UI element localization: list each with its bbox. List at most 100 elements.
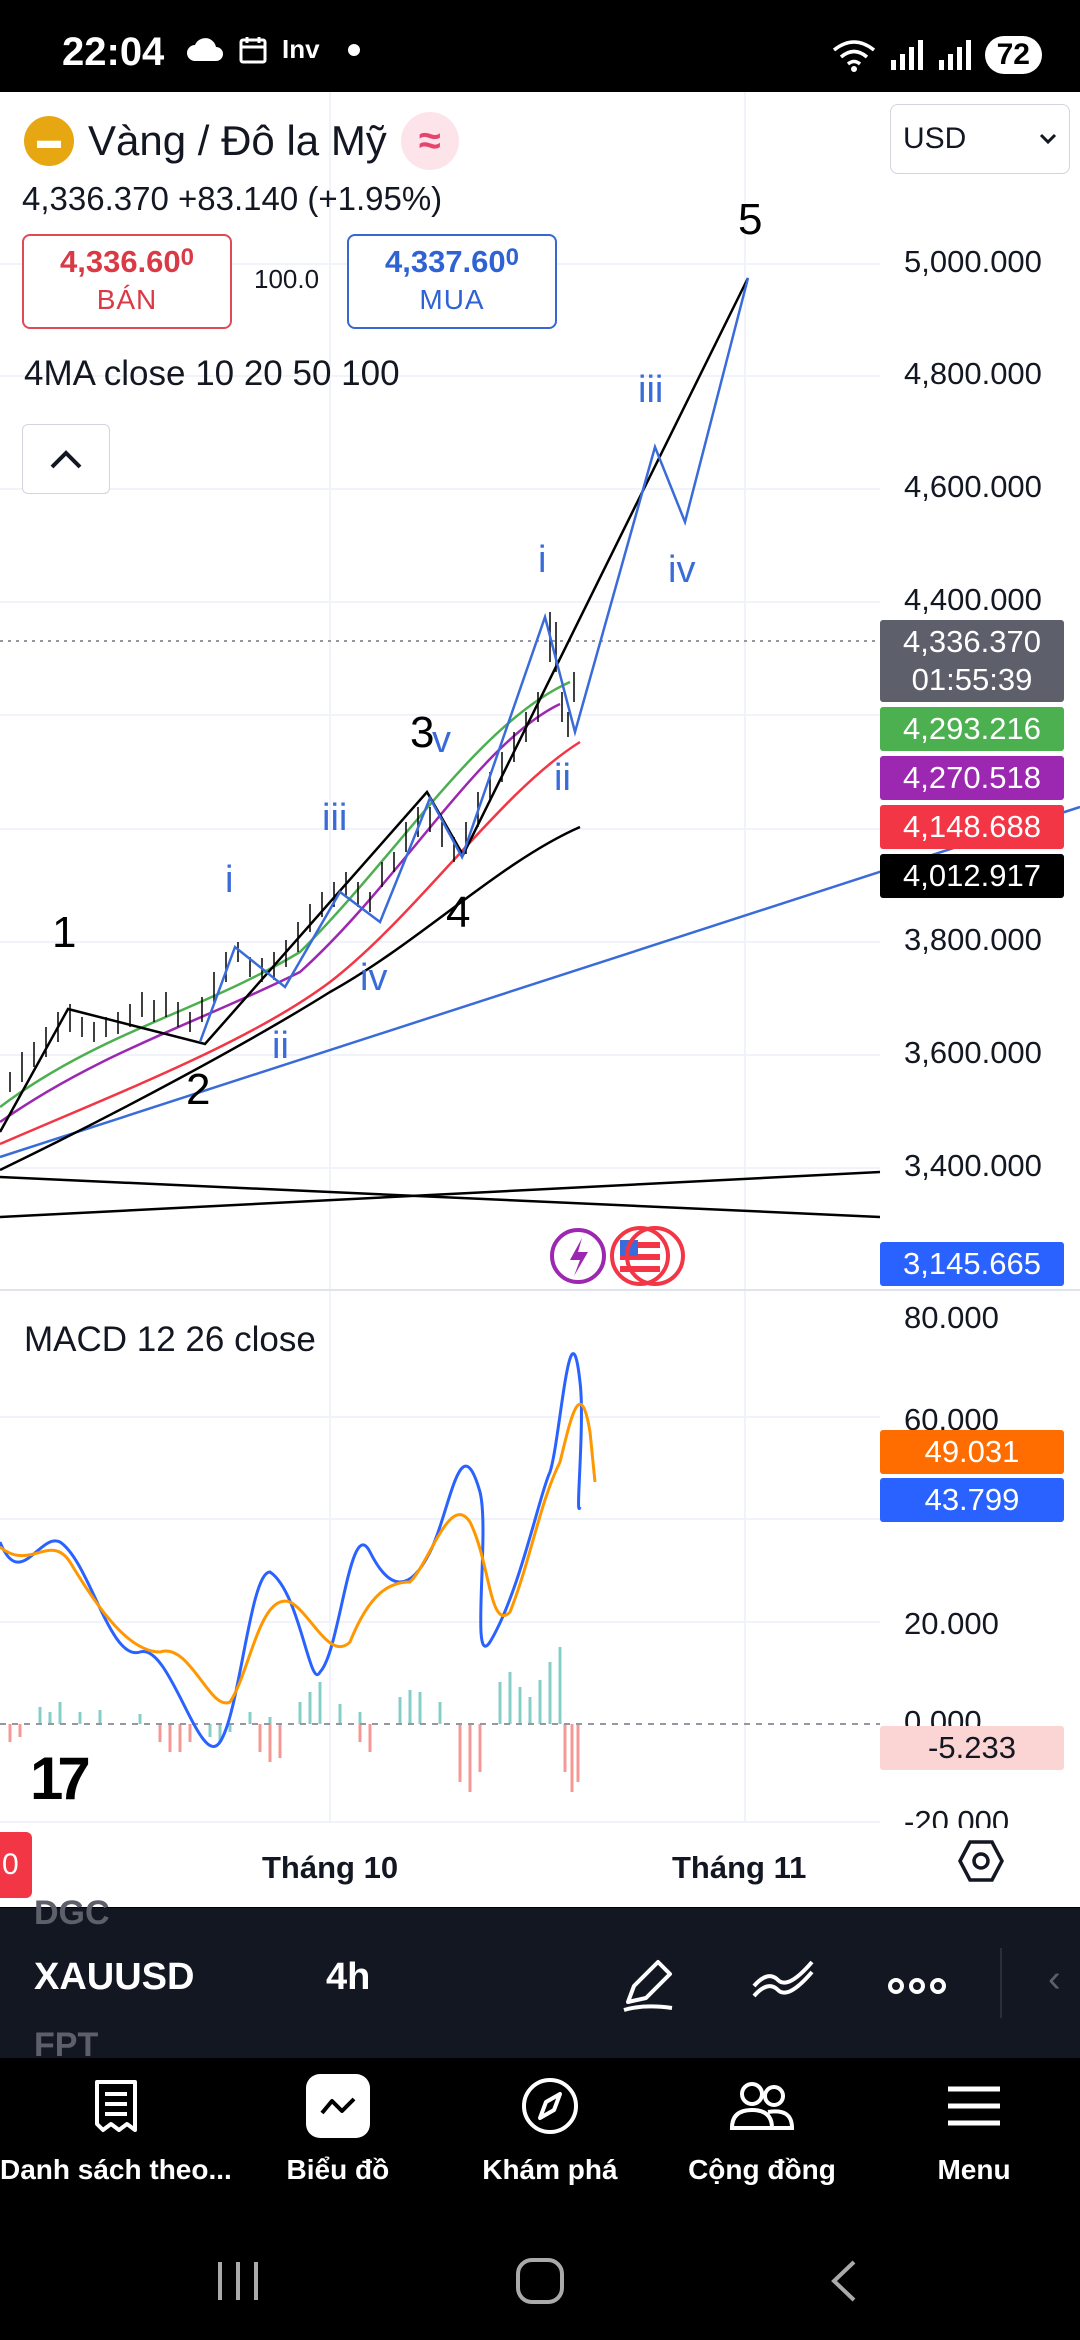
wave-label-4: 4 <box>446 888 470 937</box>
red-price-tab[interactable]: 0 <box>0 1832 32 1898</box>
sub-wave-iii: iii <box>322 797 347 839</box>
main-wave-path[interactable] <box>0 277 750 1133</box>
time-axis-label: Tháng 10 <box>262 1850 399 1885</box>
wave-labels[interactable]: 1 2 3 4 5 i ii iii iv v i ii iii iv <box>52 195 762 1114</box>
price-axis-label: 3,400.000 <box>904 1148 1042 1183</box>
interval-selector[interactable]: 4h <box>326 1956 371 1998</box>
status-system-icons: 72 <box>831 36 1042 74</box>
ma-indicator-label[interactable]: 4MA close 10 20 50 100 <box>24 354 400 393</box>
status-carrier-label: Inv <box>282 34 320 64</box>
price-axis-label: 3,800.000 <box>904 922 1042 957</box>
current-price-tag: 4,336.370 01:55:39 <box>880 620 1064 702</box>
chart-icon <box>320 2097 356 2115</box>
nav-label: Cộng đồng <box>688 2154 836 2185</box>
sell-label: BÁN <box>96 284 158 315</box>
symbol-selector[interactable]: XAUUSD <box>34 1956 195 1998</box>
sell-button[interactable]: 4,336.600 BÁN <box>22 234 232 329</box>
ghost-symbol-top: DGC <box>34 1894 110 1932</box>
sub-wave-path[interactable] <box>198 277 750 1043</box>
chart-event-icons[interactable] <box>550 1226 685 1286</box>
signal-icon <box>890 40 923 70</box>
buy-price-small: 0 <box>505 244 520 271</box>
price-axis-label: 4,400.000 <box>904 582 1042 617</box>
currency-value: USD <box>903 122 967 155</box>
toolbar-divider <box>1000 1948 1002 2018</box>
chevron-down-icon <box>1039 133 1057 145</box>
macd-indicator-label[interactable]: MACD 12 26 close <box>24 1320 316 1359</box>
symbol-title[interactable]: Vàng / Đô la Mỹ <box>88 117 387 164</box>
nav-community[interactable]: Cộng đồng <box>656 2058 868 2218</box>
buy-label: MUA <box>419 284 485 315</box>
buy-button[interactable]: 4,337.600 MUA <box>347 234 557 329</box>
compass-icon <box>521 2078 578 2134</box>
sub-wave-i: i <box>225 859 233 901</box>
trendline-price-tag: 3,145.665 <box>880 1242 1064 1286</box>
price-axis-label: 4,600.000 <box>904 469 1042 504</box>
wave-label-3: 3 <box>410 708 434 757</box>
nav-label: Khám phá <box>482 2154 618 2185</box>
currency-select[interactable]: USD <box>890 104 1070 174</box>
sell-price-small: 0 <box>180 244 195 271</box>
macd-axis-label: 20.000 <box>904 1606 999 1641</box>
sub-wave-v: v <box>432 719 451 761</box>
price-axis-label: 4,800.000 <box>904 356 1042 391</box>
macd-histogram-tag: -5.233 <box>880 1726 1064 1770</box>
ma-50-tag: 4,148.688 <box>880 805 1064 849</box>
buy-price: 4,337.60 <box>384 244 506 279</box>
collapse-legend-button[interactable] <box>22 424 110 494</box>
more-options-icon[interactable] <box>882 1950 952 2020</box>
indicators-icon[interactable] <box>748 1950 818 2020</box>
watchlist-icon <box>94 2080 137 2132</box>
nav-menu[interactable]: Menu <box>868 2058 1080 2218</box>
ma-10-tag: 4,293.216 <box>880 707 1064 751</box>
status-notification-icons: Inv <box>186 34 360 65</box>
signal-icon-2 <box>938 40 971 70</box>
price-change: 4,336.370 +83.140 (+1.95%) <box>22 180 443 217</box>
sub-wave-b-iv: iv <box>668 549 695 591</box>
time-axis-label: Tháng 11 <box>672 1850 807 1885</box>
macd-axis-label: -20.000 <box>904 1804 1010 1828</box>
gold-bars-icon: ▬ <box>24 116 74 166</box>
spread-value: 100.0 <box>254 264 320 294</box>
price-candles <box>9 612 575 1092</box>
chart-toolbar: DGC XAUUSD 4h FPT ‹ <box>0 1894 1080 2064</box>
status-bar: 22:04 Inv 72 <box>0 0 1080 92</box>
system-navigation <box>0 2218 1080 2340</box>
battery-indicator: 72 <box>984 36 1042 74</box>
ma-100-tag: 4,012.917 <box>880 854 1064 898</box>
calendar-icon <box>239 36 267 63</box>
macd-signal-tag: 49.031 <box>880 1430 1064 1474</box>
nav-label: Menu <box>937 2154 1011 2185</box>
sub-wave-ii: ii <box>272 1025 289 1067</box>
community-icon <box>729 2082 794 2130</box>
home-icon[interactable] <box>512 2256 568 2306</box>
symbol-badge-icon[interactable]: ≈ <box>400 112 459 170</box>
back-icon[interactable] <box>816 2256 872 2306</box>
chart-grid <box>0 92 880 1823</box>
chart-panel[interactable]: 1 2 3 4 5 i ii iii iv v i ii iii iv <box>0 92 1080 1907</box>
nav-watchlist[interactable]: Danh sách theo... <box>0 2058 232 2218</box>
chevron-left-icon[interactable]: ‹ <box>1048 1958 1061 2000</box>
wave-label-2: 2 <box>186 1065 210 1114</box>
wave-label-1: 1 <box>52 908 76 957</box>
price-axis-label: 3,600.000 <box>904 1035 1042 1070</box>
sell-price: 4,336.60 <box>59 244 181 279</box>
macd-histogram <box>8 1647 580 1792</box>
cloud-icon <box>187 37 223 61</box>
chart-settings-icon[interactable] <box>956 1836 1006 1886</box>
recent-apps-icon[interactable] <box>210 2256 266 2306</box>
menu-icon <box>947 2086 1000 2126</box>
ma-20-tag: 4,270.518 <box>880 756 1064 800</box>
nav-label: Biểu đồ <box>286 2154 390 2185</box>
nav-chart[interactable]: Biểu đồ <box>232 2058 444 2218</box>
wave-label-5: 5 <box>738 195 762 244</box>
tradingview-logo[interactable]: 17 <box>30 1745 91 1812</box>
chevron-up-icon <box>50 450 82 469</box>
sub-wave-b-ii: ii <box>554 757 571 799</box>
sub-wave-b-iii: iii <box>638 369 663 411</box>
chart-canvas[interactable]: 1 2 3 4 5 i ii iii iv v i ii iii iv <box>0 92 1080 1907</box>
status-time: 22:04 <box>62 30 165 74</box>
nav-explore[interactable]: Khám phá <box>444 2058 656 2218</box>
symbol-header[interactable]: ▬ Vàng / Đô la Mỹ ≈ <box>24 112 459 170</box>
drawing-pen-icon[interactable] <box>614 1950 684 2020</box>
